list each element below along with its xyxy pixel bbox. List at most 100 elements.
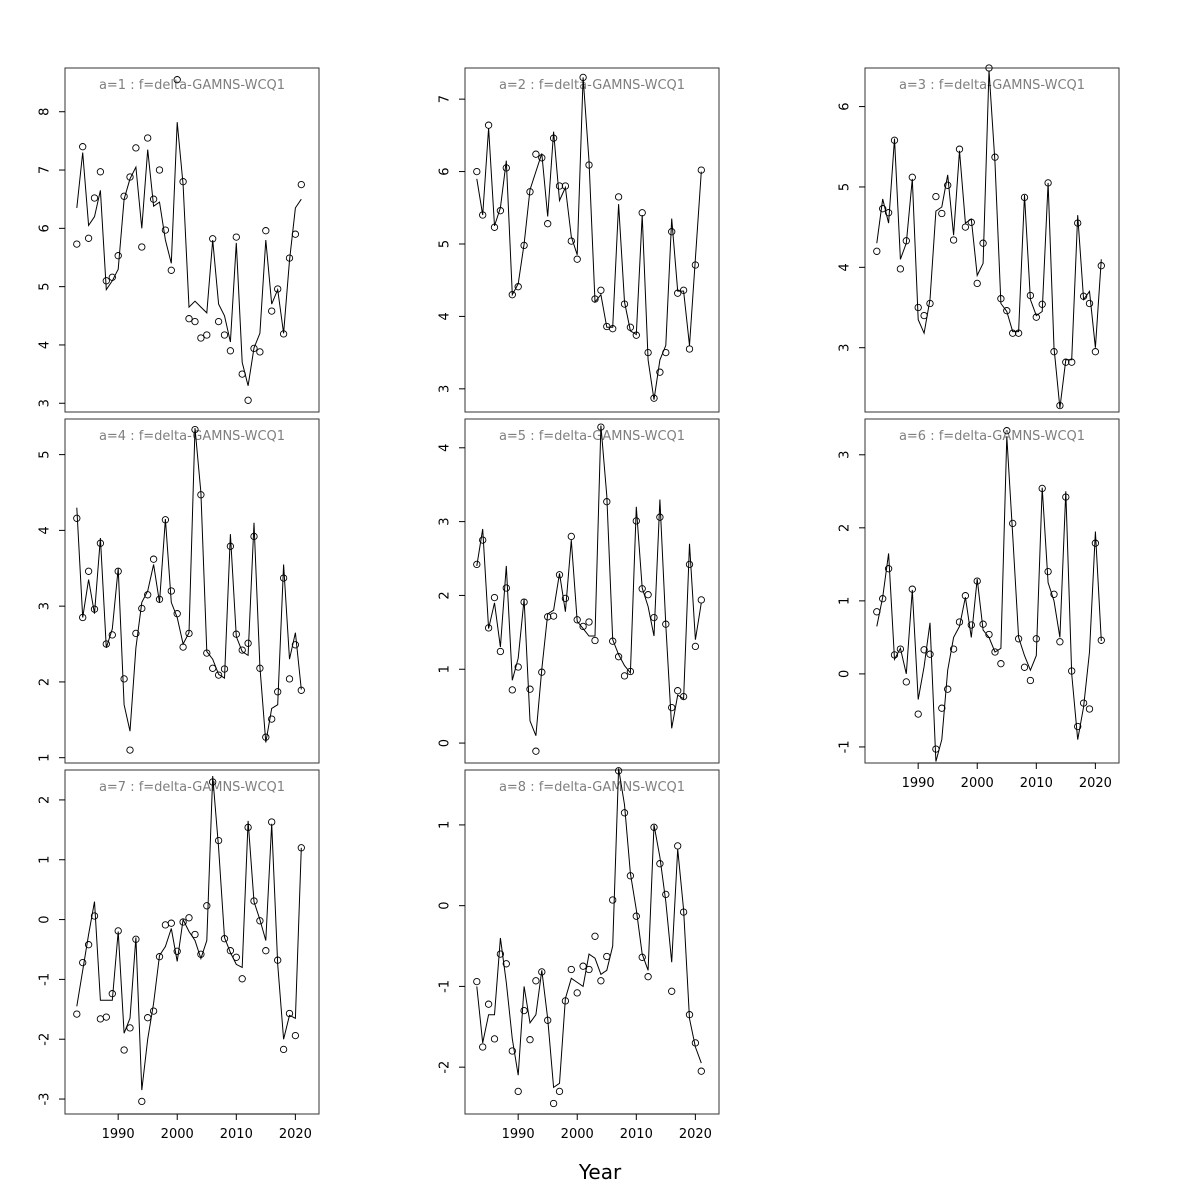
observed-point — [279, 574, 288, 582]
observed-point — [662, 348, 670, 357]
observed-point — [79, 958, 87, 967]
observed-point — [144, 591, 152, 599]
observed-point — [691, 642, 700, 651]
panel-title: a=8 : f=delta-GAMNS-WCQ1 — [499, 780, 685, 795]
observed-point — [214, 836, 223, 845]
observed-point — [149, 555, 158, 563]
x-tick-label: 2010 — [1020, 776, 1053, 791]
fitted-line — [476, 768, 702, 1089]
observed-point — [473, 560, 481, 569]
observed-point — [274, 688, 282, 696]
observed-point — [250, 532, 258, 541]
x-tick-label: 2000 — [161, 1127, 194, 1142]
fitted-line — [76, 122, 302, 386]
observed-point — [161, 226, 170, 234]
observed-point — [1097, 636, 1105, 644]
observed-point — [650, 823, 658, 831]
observed-point — [508, 291, 516, 299]
observed-point — [114, 252, 122, 260]
observed-point — [579, 73, 587, 82]
observed-point — [614, 767, 623, 775]
y-tick-label: 0 — [38, 915, 53, 923]
observed-point — [473, 167, 481, 176]
observed-point — [532, 747, 540, 755]
x-tick-label: 2020 — [679, 1127, 712, 1142]
observed-point — [514, 663, 522, 671]
observed-point — [591, 932, 599, 940]
observed-point — [232, 953, 240, 961]
observed-point — [668, 703, 676, 712]
y-tick-label: 6 — [438, 167, 453, 175]
y-tick-label: -2 — [38, 1033, 53, 1046]
observed-point — [126, 173, 134, 181]
y-tick-label: 4 — [38, 341, 53, 349]
observed-point — [609, 325, 617, 333]
fitted-line — [76, 428, 302, 743]
observed-point — [126, 1024, 134, 1032]
observed-point — [884, 565, 893, 573]
observed-point — [120, 675, 128, 683]
observed-point — [668, 228, 676, 236]
observed-point — [220, 331, 229, 339]
observed-point — [114, 927, 122, 935]
observed-point — [250, 344, 258, 353]
observed-point — [138, 604, 146, 613]
observed-point — [262, 733, 270, 741]
observed-point — [167, 919, 175, 927]
observed-point — [90, 912, 99, 920]
observed-point — [185, 914, 193, 922]
observed-point — [1056, 638, 1064, 646]
observed-point — [549, 612, 558, 620]
observed-point — [232, 233, 240, 241]
observed-point — [279, 330, 288, 338]
observed-point — [1026, 676, 1035, 685]
observed-point — [685, 345, 694, 353]
y-tick-label: 5 — [838, 183, 853, 191]
observed-point — [1038, 300, 1046, 308]
observed-point — [549, 1099, 558, 1108]
observed-point — [955, 145, 964, 153]
panel-frame — [64, 769, 320, 1115]
observed-point — [567, 532, 575, 541]
observed-point — [526, 188, 534, 196]
observed-point — [597, 286, 605, 294]
x-tick-label: 2010 — [220, 1127, 253, 1142]
observed-point — [120, 1046, 128, 1054]
observed-point — [197, 491, 205, 499]
observed-point — [585, 965, 593, 974]
observed-point — [573, 989, 581, 997]
observed-point — [102, 277, 110, 285]
observed-point — [674, 289, 682, 297]
observed-point — [997, 660, 1005, 668]
observed-point — [297, 844, 305, 852]
observed-point — [873, 608, 881, 616]
observed-point — [84, 941, 93, 949]
observed-point — [644, 591, 652, 599]
observed-point — [561, 997, 570, 1005]
observed-point — [520, 1006, 528, 1015]
observed-point — [632, 912, 640, 920]
panel-2: a=2 : f=delta-GAMNS-WCQ1 3 4 5 6 7 — [438, 67, 720, 413]
observed-point — [102, 640, 110, 648]
observed-point — [914, 710, 922, 718]
observed-point — [697, 166, 705, 174]
observed-point — [585, 161, 593, 169]
y-tick-label: 1 — [438, 665, 453, 673]
observed-point — [879, 595, 887, 603]
observed-point — [256, 348, 264, 356]
observed-point — [626, 323, 635, 331]
x-axis-col-1: 1990 2000 2010 2020 — [102, 1113, 312, 1142]
y-tick-label: 5 — [438, 240, 453, 248]
panel-frame — [464, 418, 720, 764]
y-tick-label: 4 — [438, 312, 453, 320]
observed-point — [591, 295, 599, 303]
observed-point — [108, 990, 116, 998]
panel-title: a=2 : f=delta-GAMNS-WCQ1 — [499, 78, 685, 93]
y-tick-label: -1 — [38, 973, 53, 986]
observed-point — [155, 166, 164, 174]
observed-point — [573, 616, 581, 624]
observed-point — [185, 315, 193, 323]
y-tick-label: 3 — [838, 344, 853, 352]
panel-7: a=7 : f=delta-GAMNS-WCQ1 -3 -2 -1 0 1 2 — [38, 769, 320, 1115]
x-axis-col-3: 1990 2000 2010 2020 — [902, 762, 1112, 791]
